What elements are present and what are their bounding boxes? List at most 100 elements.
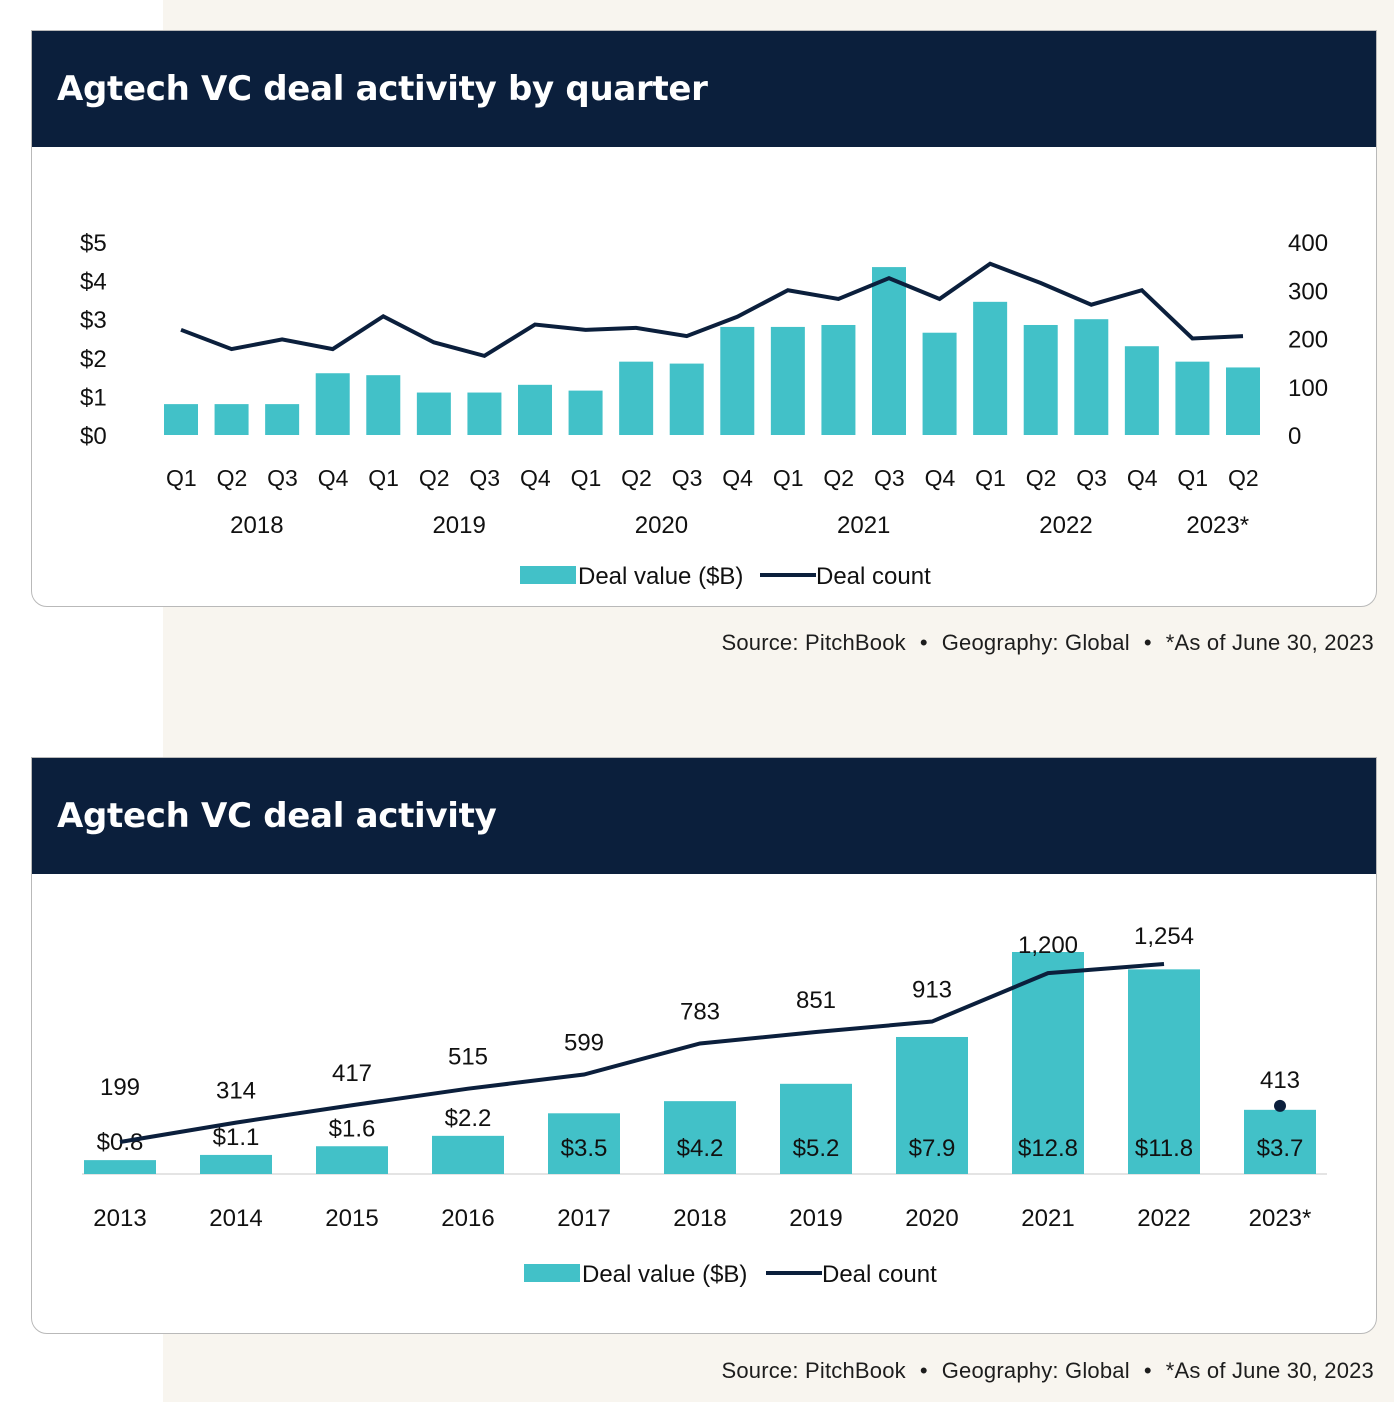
- bar-deal-value: [1124, 346, 1159, 435]
- bar-deal-value: [664, 1101, 736, 1174]
- bar-deal-value: [1023, 324, 1058, 435]
- right-axis-tick: 200: [1288, 327, 1328, 354]
- bar-deal-value: [780, 1083, 852, 1174]
- legend-swatch-bar: [520, 566, 576, 584]
- line-value-label: 1,200: [1018, 932, 1078, 959]
- chart-title: Agtech VC deal activity by quarter: [32, 31, 1376, 147]
- bar-deal-value: [1226, 367, 1260, 435]
- bar-deal-value: [1244, 1109, 1316, 1174]
- right-axis-tick: 100: [1288, 375, 1328, 402]
- left-axis-tick: $0: [80, 423, 107, 450]
- x-group-year: 2022: [1039, 512, 1092, 539]
- annual-chart: $0.8 $1.1 $1.6 $2.2 $3.5 $4.2 $5.2 $7.9 $12.8 $11…: [82, 923, 1327, 1288]
- source-line-1: Source: PitchBook • Geography: Global • *As …: [721, 630, 1374, 656]
- x-tick-quarter: Q4: [318, 465, 349, 491]
- bar-deal-value: [316, 1146, 388, 1174]
- x-tick-year: 2013: [93, 1205, 146, 1232]
- x-group-year: 2019: [432, 512, 485, 539]
- bar-deal-value: [467, 392, 502, 435]
- bar-deal-value: [200, 1154, 272, 1174]
- line-value-label: 913: [912, 977, 952, 1004]
- left-axis-tick: $2: [80, 346, 107, 373]
- x-tick-year: 2016: [441, 1205, 494, 1232]
- geography-text: Geography: Global: [941, 1358, 1130, 1383]
- bar-deal-value: [619, 361, 654, 435]
- bar-deal-value: [568, 390, 603, 435]
- bar-deal-value: [1012, 952, 1084, 1174]
- x-tick-quarter: Q2: [823, 465, 854, 491]
- x-tick-quarter: Q3: [267, 465, 298, 491]
- source-text: Source: PitchBook: [721, 1358, 906, 1383]
- legend-label-bar: Deal value ($B): [582, 1261, 747, 1288]
- geography-text: Geography: Global: [941, 630, 1130, 655]
- line-value-label: 783: [680, 998, 720, 1025]
- x-group-year: 2020: [635, 512, 688, 539]
- right-axis-tick: 400: [1288, 230, 1328, 257]
- bar-deal-value: [214, 404, 249, 435]
- line-value-label: 417: [332, 1060, 372, 1087]
- bar-deal-value: [1128, 969, 1200, 1174]
- left-axis-tick: $3: [80, 307, 107, 334]
- x-tick-year: 2017: [557, 1205, 610, 1232]
- bar-deal-value: [922, 332, 957, 435]
- x-tick-quarter: Q4: [520, 465, 551, 491]
- bar-deal-value: [1175, 361, 1210, 435]
- line-point-deal-count: [1274, 1099, 1286, 1112]
- x-tick-year: 2019: [789, 1205, 842, 1232]
- x-tick-quarter: Q4: [925, 465, 956, 491]
- bar-value-label: $11.8: [1135, 1135, 1193, 1162]
- left-axis-tick: $1: [80, 384, 107, 411]
- x-tick-quarter: Q2: [1026, 465, 1057, 491]
- footnote-text: *As of June 30, 2023: [1165, 1358, 1374, 1383]
- line-value-label: 314: [216, 1078, 256, 1105]
- right-axis-tick: 300: [1288, 278, 1328, 305]
- line-deal-count: [180, 261, 1244, 359]
- x-tick-quarter: Q1: [773, 465, 804, 491]
- x-tick-quarter: Q2: [1228, 465, 1259, 491]
- x-group-year: 2021: [837, 512, 890, 539]
- bar-deal-value: [872, 267, 906, 435]
- bar-deal-value: [416, 392, 451, 435]
- x-tick-quarter: Q2: [419, 465, 450, 491]
- bar-deal-value: [366, 375, 401, 435]
- bar-deal-value: [669, 363, 704, 435]
- bar-deal-value: [315, 373, 350, 435]
- x-tick-quarter: Q4: [1127, 465, 1158, 491]
- x-tick-quarter: Q1: [975, 465, 1006, 491]
- line-deal-count: [119, 962, 1165, 1144]
- bar-value-label: $1.6: [329, 1115, 376, 1142]
- line-value-label: 199: [100, 1074, 140, 1101]
- right-axis-tick: 0: [1288, 423, 1301, 450]
- x-tick-year: 2014: [209, 1205, 262, 1232]
- bar-deal-value: [548, 1113, 620, 1174]
- left-axis-tick: $5: [80, 230, 107, 257]
- bar-deal-value: [1074, 319, 1109, 435]
- x-group-year: 2023*: [1186, 512, 1249, 539]
- x-tick-year: 2022: [1137, 1205, 1190, 1232]
- legend-swatch-bar: [524, 1264, 580, 1282]
- left-axis-tick: $4: [80, 269, 107, 296]
- footnote-text: *As of June 30, 2023: [1165, 630, 1374, 655]
- chart-card-quarterly: Agtech VC deal activity by quarter $0 $1 $…: [31, 30, 1377, 607]
- legend-label-bar: Deal value ($B): [578, 563, 743, 590]
- x-tick-quarter: Q3: [672, 465, 703, 491]
- x-tick-quarter: Q3: [1076, 465, 1107, 491]
- x-tick-year: 2020: [905, 1205, 958, 1232]
- x-tick-quarter: Q3: [874, 465, 905, 491]
- bar-deal-value: [164, 404, 198, 435]
- bar-deal-value: [432, 1135, 504, 1174]
- x-tick-quarter: Q4: [722, 465, 753, 491]
- bar-deal-value: [265, 404, 300, 435]
- bar-value-label: $1.1: [213, 1124, 260, 1151]
- x-tick-quarter: Q1: [1177, 465, 1208, 491]
- line-value-label: 1,254: [1134, 923, 1194, 950]
- bar-value-label: $2.2: [445, 1105, 492, 1132]
- line-value-label: 599: [564, 1030, 604, 1057]
- bar-value-label: $12.8: [1018, 1135, 1078, 1162]
- x-group-year: 2018: [230, 512, 283, 539]
- bar-deal-value: [821, 324, 856, 435]
- line-value-label: 515: [448, 1044, 488, 1071]
- bar-deal-value: [973, 301, 1008, 435]
- bullet-separator: •: [1143, 630, 1152, 655]
- bar-deal-value: [770, 326, 805, 435]
